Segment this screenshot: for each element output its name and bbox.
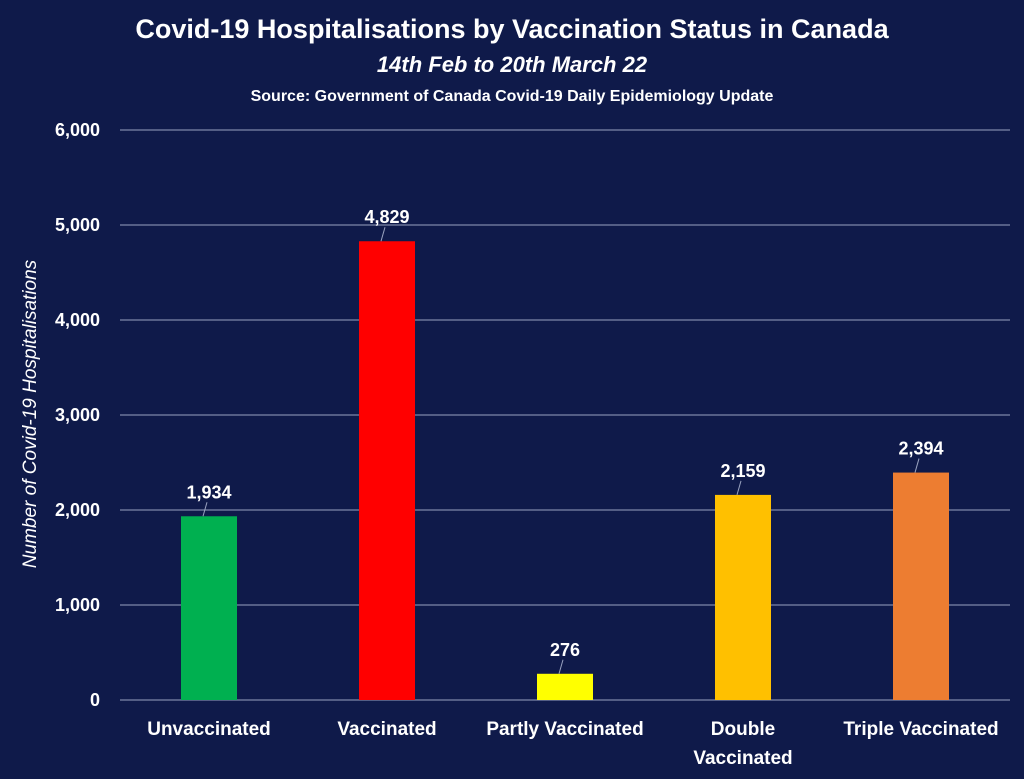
y-tick-label: 1,000 bbox=[55, 595, 100, 615]
x-tick-label: Triple Vaccinated bbox=[843, 719, 998, 740]
chart-source: Source: Government of Canada Covid-19 Da… bbox=[250, 88, 774, 105]
bar bbox=[181, 516, 237, 700]
y-tick-label: 2,000 bbox=[55, 500, 100, 520]
data-label: 4,829 bbox=[364, 207, 409, 227]
bar bbox=[537, 673, 593, 700]
x-tick-label: Partly Vaccinated bbox=[486, 719, 643, 740]
y-tick-label: 5,000 bbox=[55, 215, 100, 235]
y-tick-label: 0 bbox=[90, 690, 100, 710]
x-axis-categories: Unvaccinated Vaccinated Partly Vaccinated D… bbox=[147, 719, 998, 769]
y-axis-label: Number of Covid-19 Hospitalisations bbox=[20, 259, 41, 568]
data-label-leader bbox=[202, 502, 208, 517]
x-tick-label: Unvaccinated bbox=[147, 719, 271, 740]
data-label-leader bbox=[736, 480, 742, 496]
y-axis-ticks: 0 1,000 2,000 3,000 4,000 5,000 6,000 bbox=[55, 120, 100, 710]
data-label: 1,934 bbox=[186, 482, 231, 502]
bar bbox=[359, 241, 415, 700]
data-label: 2,159 bbox=[720, 461, 765, 481]
data-label-leader bbox=[558, 659, 564, 674]
bar bbox=[893, 472, 949, 700]
y-tick-label: 6,000 bbox=[55, 120, 100, 140]
data-label: 2,394 bbox=[898, 439, 943, 459]
x-tick-label: Vaccinated bbox=[337, 719, 436, 740]
data-label-leader bbox=[914, 458, 920, 473]
chart-title: Covid-19 Hospitalisations by Vaccination… bbox=[135, 14, 889, 44]
y-tick-label: 4,000 bbox=[55, 310, 100, 330]
x-tick-label: Double Vaccinated bbox=[693, 719, 792, 769]
data-label: 276 bbox=[550, 640, 580, 660]
y-tick-label: 3,000 bbox=[55, 405, 100, 425]
chart-subtitle: 14th Feb to 20th March 22 bbox=[376, 52, 648, 77]
data-labels: 1,934 4,829 276 2,159 2,394 bbox=[186, 207, 944, 674]
gridlines bbox=[120, 129, 1010, 701]
bar bbox=[715, 494, 771, 700]
bars bbox=[181, 241, 949, 700]
data-label-leader bbox=[380, 227, 386, 242]
